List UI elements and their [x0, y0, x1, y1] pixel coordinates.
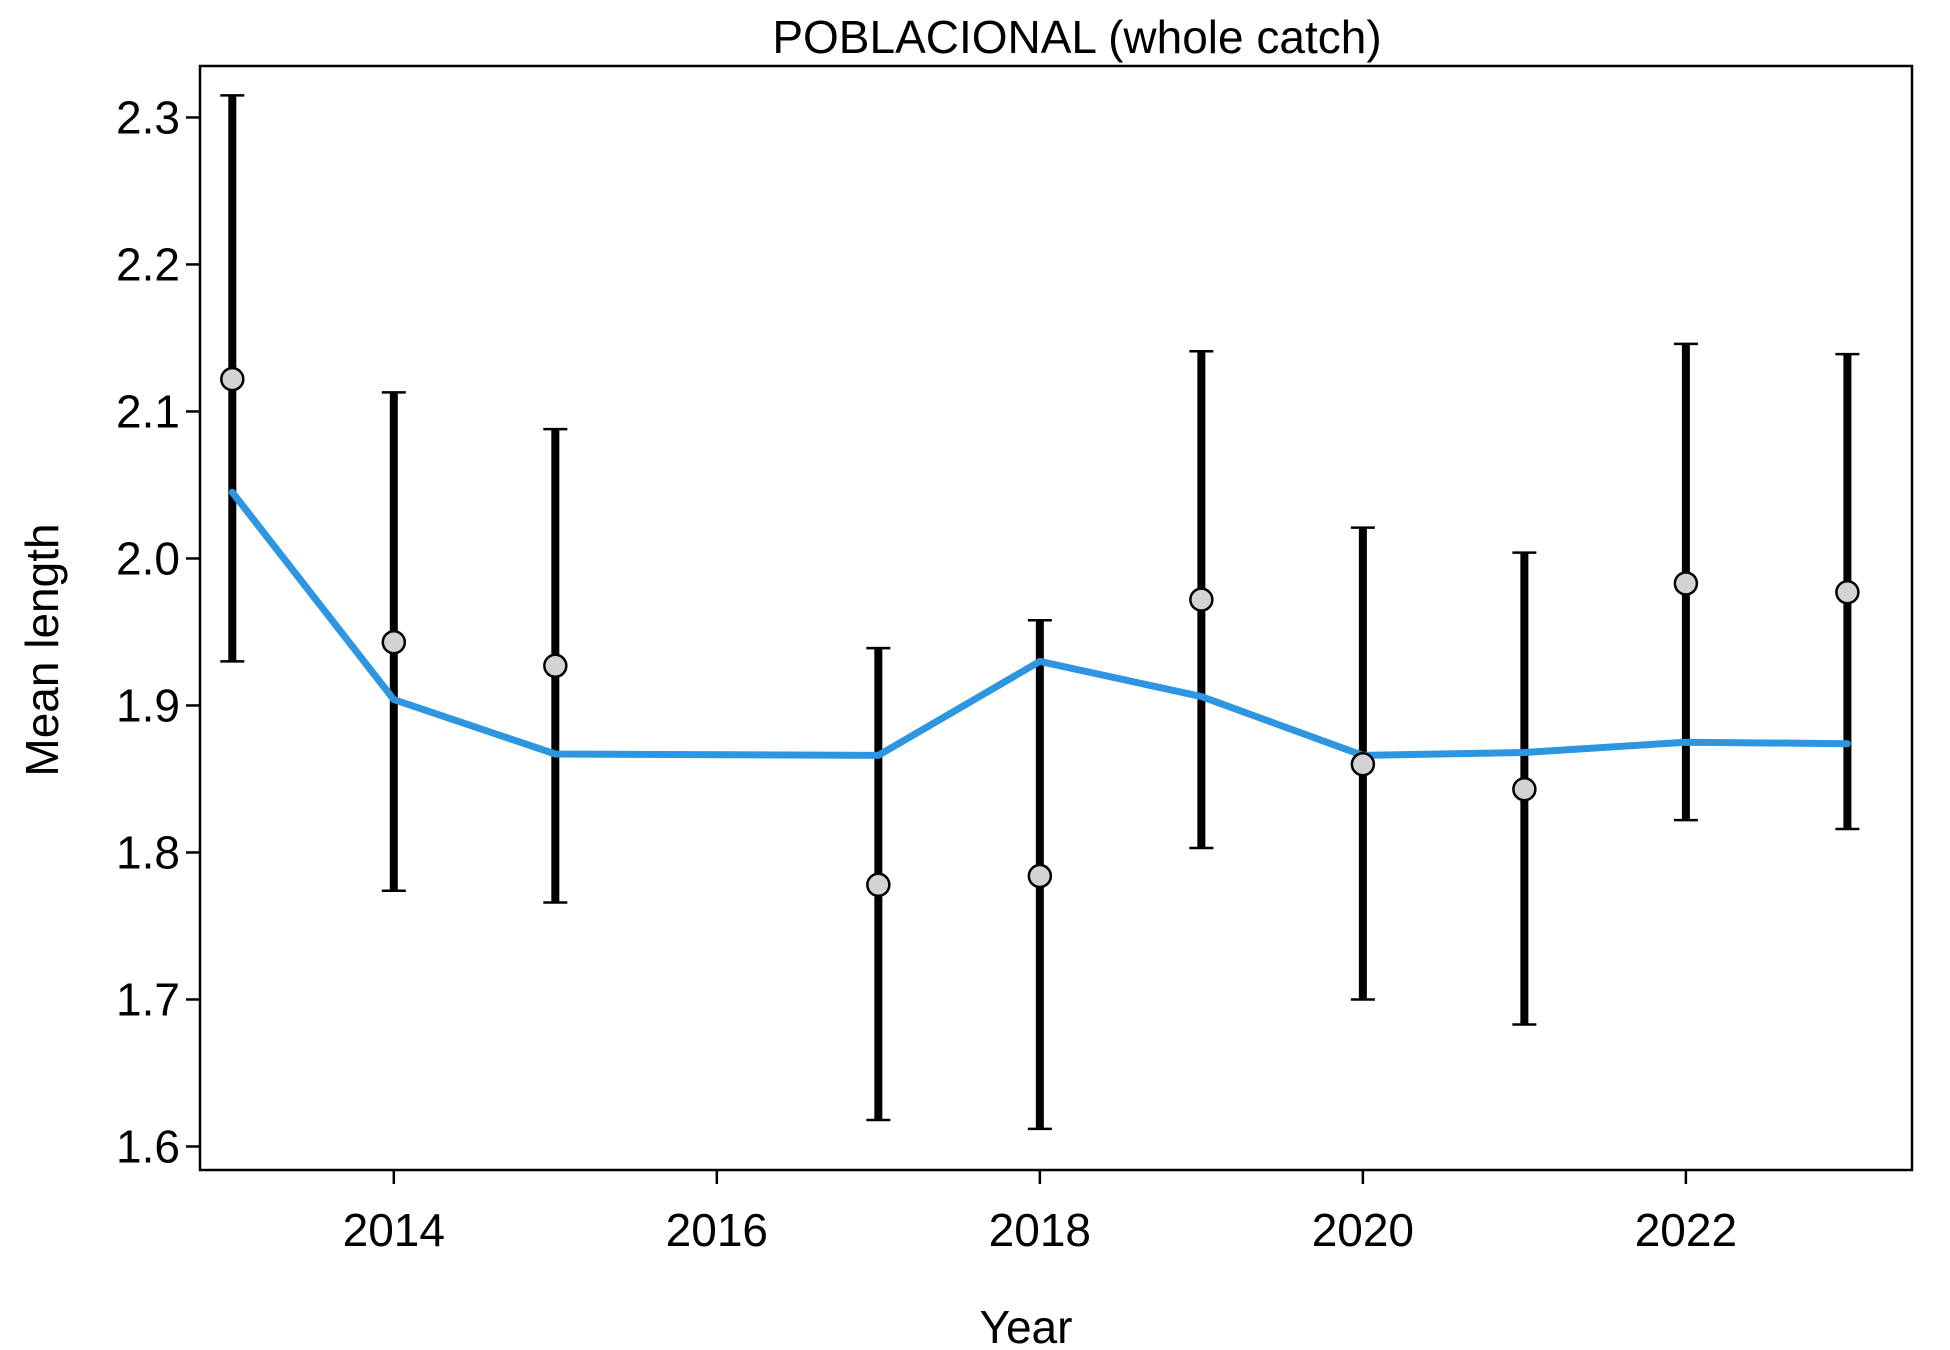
error-bars	[220, 94, 1860, 1131]
fitted-line-path	[228, 488, 1851, 759]
plot-frame	[198, 64, 1914, 1172]
x-tick-label: 2022	[1635, 1204, 1737, 1256]
y-axis-label: Mean length	[16, 523, 68, 776]
data-point	[381, 630, 407, 655]
data-point	[1189, 587, 1214, 612]
data-point	[1835, 580, 1860, 605]
y-tick-label: 1.9	[116, 679, 180, 731]
x-tick-label: 2016	[666, 1204, 768, 1256]
observed-points	[220, 366, 1860, 898]
y-tick-label: 1.6	[116, 1120, 180, 1172]
data-point	[1350, 752, 1376, 777]
x-tick-label: 2020	[1312, 1204, 1414, 1256]
x-tick-label: 2014	[343, 1204, 445, 1256]
data-point	[1027, 863, 1053, 889]
y-tick-label: 2.3	[116, 91, 180, 143]
y-tick-label: 2.1	[116, 385, 180, 437]
data-point	[543, 653, 568, 679]
chart-title: POBLACIONAL (whole catch)	[772, 11, 1381, 63]
y-tick-label: 2.2	[116, 238, 180, 290]
x-tick-label: 2018	[989, 1204, 1091, 1256]
data-point	[1512, 777, 1537, 802]
x-axis: 2014 2016 2018 2020 2022	[343, 1170, 1737, 1256]
y-tick-label: 1.8	[116, 826, 180, 878]
fitted-line	[228, 488, 1851, 759]
y-axis: 1.6 1.7 1.8 1.9 2.0 2.1 2.2 2.3	[116, 91, 200, 1172]
y-tick-label: 2.0	[116, 532, 180, 584]
data-point	[866, 872, 891, 898]
data-point	[220, 366, 245, 392]
data-point	[1673, 571, 1699, 596]
y-tick-label: 1.7	[116, 973, 180, 1025]
x-axis-label: Year	[980, 1301, 1073, 1350]
